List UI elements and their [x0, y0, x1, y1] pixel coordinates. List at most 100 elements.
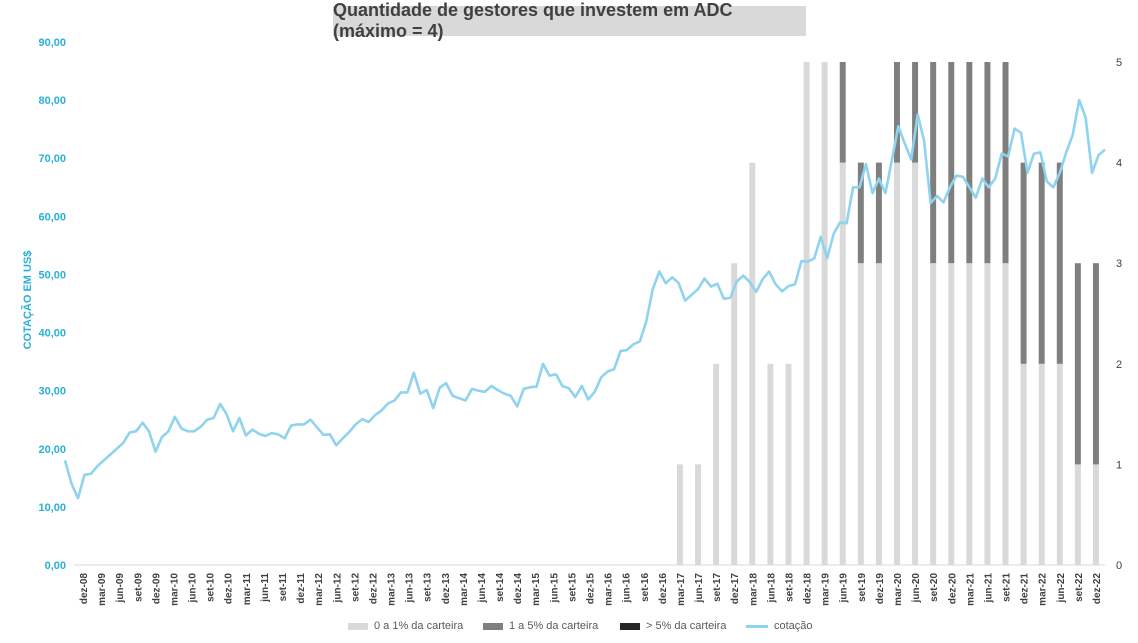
bar-segment [821, 62, 828, 565]
x-tick-label: dez-19 [875, 573, 886, 605]
x-tick-label: dez-14 [513, 573, 524, 605]
legend-swatch [620, 622, 640, 630]
x-tick-label: dez-20 [947, 573, 958, 605]
x-tick-label: set-17 [712, 573, 723, 602]
x-tick-label: jun-14 [477, 573, 488, 604]
bars-layer [676, 62, 1099, 565]
bar-segment [912, 162, 919, 565]
bar-segment [676, 464, 683, 565]
x-tick-label: jun-11 [260, 573, 271, 603]
x-tick-label: set-13 [423, 573, 434, 602]
y-axis-label: COTAÇÃO EM US$ [21, 251, 34, 350]
x-tick-label: jun-16 [622, 573, 633, 604]
legend-item-gt5: > 5% da carteira [620, 620, 726, 632]
x-tick-label: dez-11 [296, 573, 307, 604]
y-right-tick-label: 1 [1116, 459, 1122, 471]
bar-segment [966, 62, 973, 264]
bar-segment [803, 62, 810, 565]
bar-segment [1092, 263, 1099, 465]
x-tick-label: set-22 [1074, 573, 1085, 602]
x-tick-label: set-19 [857, 573, 868, 602]
bar-segment [713, 363, 720, 565]
bar-segment [930, 62, 937, 264]
x-axis: dez-08 mar-09 jun-09 set-09 dez-09 mar-10 jun-… [74, 564, 1105, 606]
y-right-tick-label: 5 [1116, 57, 1122, 69]
x-tick-label: set-20 [929, 573, 940, 602]
bar-segment [1002, 62, 1009, 264]
y-left-tick-label: 70,00 [38, 153, 66, 165]
bar-segment [894, 162, 900, 565]
bar-segment [984, 62, 991, 264]
legend-swatch [483, 622, 503, 630]
x-tick-label: set-12 [350, 573, 361, 602]
x-tick-label: mar-11 [242, 573, 253, 606]
line-layer [63, 98, 1106, 500]
x-tick-label: set-15 [567, 573, 578, 602]
bar-segment [731, 263, 738, 565]
legend-item-cotacao: cotação [746, 620, 813, 632]
y-left-tick-label: 60,00 [38, 211, 66, 223]
x-tick-label: mar-12 [314, 573, 325, 606]
y-left-tick-label: 10,00 [38, 502, 66, 514]
bar-segment [749, 162, 756, 565]
legend: 0 a 1% da carteira 1 a 5% da carteira > … [0, 620, 1138, 638]
x-tick-label: set-11 [278, 573, 289, 602]
x-tick-label: jun-13 [405, 573, 416, 604]
x-tick-label: mar-18 [748, 573, 759, 606]
x-tick-label: dez-22 [1092, 573, 1103, 605]
bar-segment [966, 263, 973, 565]
x-tick-label: jun-12 [332, 573, 343, 604]
y-left-tick-label: 90,00 [38, 37, 66, 49]
x-tick-label: mar-10 [169, 573, 180, 606]
legend-item-0a1: 0 a 1% da carteira [348, 620, 463, 632]
legend-label: > 5% da carteira [646, 620, 727, 632]
y-right-tick-label: 4 [1116, 158, 1122, 170]
bar-segment [785, 363, 792, 565]
legend-swatch [746, 624, 768, 628]
x-tick-label: mar-15 [531, 573, 542, 606]
bar-segment [1038, 162, 1045, 364]
bar-segment [1056, 363, 1063, 565]
chart-title: Quantidade de gestores que investem em A… [333, 0, 806, 41]
y-left-tick-label: 40,00 [38, 328, 66, 340]
y-right-tick-label: 3 [1116, 258, 1122, 270]
x-tick-label: set-14 [495, 573, 506, 602]
bar-segment [912, 62, 919, 163]
y-left-tick-label: 50,00 [38, 269, 66, 281]
y-left-tick-label: 80,00 [38, 95, 66, 107]
x-tick-label: mar-13 [387, 573, 398, 606]
bar-segment [1020, 363, 1027, 565]
bar-segment [930, 263, 937, 565]
legend-label: 0 a 1% da carteira [374, 620, 464, 632]
bar-segment [1056, 162, 1063, 364]
x-tick-label: mar-09 [97, 573, 108, 606]
x-tick-label: mar-20 [893, 573, 904, 606]
x-tick-label: dez-16 [658, 573, 669, 605]
x-tick-label: dez-17 [730, 573, 741, 605]
y-left-tick-label: 20,00 [38, 444, 66, 456]
bar-segment [1074, 464, 1081, 565]
y-left-tick-label: 30,00 [38, 386, 66, 398]
x-tick-label: dez-08 [79, 573, 90, 605]
y-axis-left: 0,00 10,00 20,00 30,00 40,00 50,00 60,00 70,00 8… [38, 37, 66, 572]
bar-segment [695, 464, 702, 565]
x-tick-label: mar-16 [604, 573, 615, 606]
bar-segment [1038, 363, 1045, 565]
x-tick-label: mar-14 [459, 573, 470, 606]
x-tick-label: jun-17 [694, 573, 705, 604]
legend-swatch [348, 622, 368, 630]
x-tick-label: dez-12 [368, 573, 379, 605]
bar-segment [1074, 263, 1081, 465]
x-tick-label: jun-15 [549, 573, 560, 604]
y-right-tick-label: 0 [1116, 560, 1122, 572]
x-tick-label: dez-13 [441, 573, 452, 605]
y-left-tick-label: 0,00 [45, 560, 66, 572]
y-right-tick-label: 2 [1116, 359, 1122, 371]
bar-segment [839, 62, 846, 163]
x-tick-label: mar-17 [676, 573, 687, 606]
bar-segment [875, 263, 882, 565]
bar-segment [767, 363, 774, 565]
x-tick-label: jun-10 [188, 573, 199, 604]
bar-segment [984, 263, 991, 565]
